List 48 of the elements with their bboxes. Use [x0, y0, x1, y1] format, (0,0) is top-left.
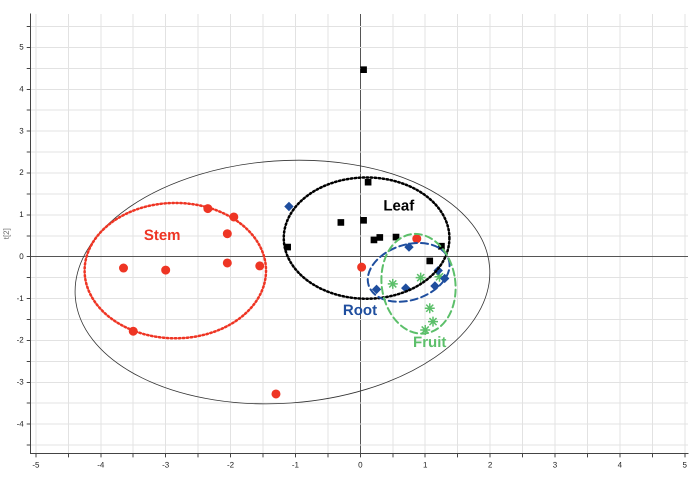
- point: [387, 278, 399, 290]
- x-tick-label: 4: [618, 460, 623, 470]
- point: [360, 66, 367, 73]
- annotation: Fruit: [413, 334, 446, 351]
- point: [222, 229, 232, 238]
- point: [360, 216, 367, 224]
- point: [338, 219, 344, 226]
- x-tick-label: 1: [422, 460, 428, 470]
- point: [161, 266, 170, 275]
- point: [255, 261, 264, 270]
- point: [370, 236, 378, 244]
- x-tick-label: 0: [358, 460, 364, 470]
- point: [419, 324, 431, 336]
- x-tick-label: -5: [32, 460, 40, 470]
- y-tick-label: -3: [16, 377, 24, 386]
- y-tick-label: -1: [16, 294, 24, 303]
- point: [372, 284, 382, 294]
- annotation: Leaf: [383, 198, 416, 215]
- y-tick-label: -2: [16, 336, 24, 345]
- annotation: Stem: [144, 227, 181, 244]
- x-tick-label: -1: [292, 460, 300, 470]
- y-tick-label: 4: [19, 84, 24, 94]
- x-tick-label: 5: [682, 460, 688, 470]
- y-tick-label: 3: [19, 126, 24, 136]
- point: [119, 264, 128, 273]
- y-tick-label: 5: [19, 42, 24, 52]
- x-tick-label: -4: [97, 460, 105, 470]
- point: [357, 262, 366, 272]
- point: [364, 178, 372, 186]
- y-tick-label: 1: [19, 210, 24, 220]
- y-axis-title: t[2]: [2, 228, 12, 240]
- point: [426, 258, 434, 264]
- x-tick-label: -3: [162, 460, 170, 470]
- point: [284, 202, 294, 211]
- point: [376, 234, 384, 241]
- y-tick-label: -4: [16, 419, 24, 428]
- point: [271, 389, 280, 398]
- x-tick-label: -2: [226, 460, 235, 470]
- x-tick-label: 3: [552, 460, 558, 470]
- point: [427, 316, 439, 328]
- x-tick-label: 2: [488, 460, 493, 470]
- point: [392, 234, 400, 240]
- point: [222, 258, 232, 268]
- point: [404, 242, 414, 252]
- y-tick-label: 0: [19, 252, 24, 261]
- y-tick-label: 2: [19, 168, 24, 178]
- point: [414, 272, 426, 284]
- point: [424, 302, 436, 314]
